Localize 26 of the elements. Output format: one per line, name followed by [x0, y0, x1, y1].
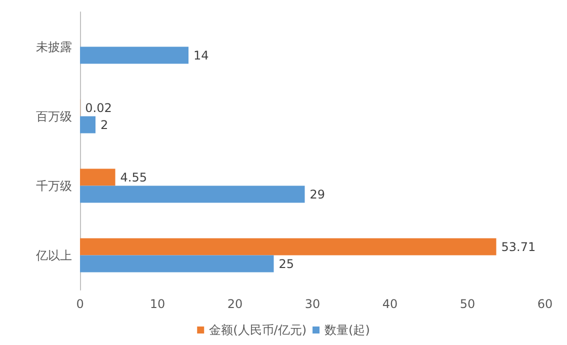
y-tick-label: 百万级: [36, 109, 72, 124]
data-label: 14: [194, 48, 209, 62]
bar: [80, 116, 96, 134]
legend-label: 数量(起): [324, 323, 370, 337]
bar: [80, 168, 116, 186]
x-tick-label: 50: [460, 297, 476, 311]
x-tick-label: 40: [382, 297, 398, 311]
bar: [80, 186, 305, 203]
x-tick-label: 20: [227, 297, 243, 311]
y-tick-label: 未披露: [36, 40, 72, 54]
data-label: 2: [100, 118, 108, 132]
legend-label: 金额(人民币/亿元): [209, 323, 307, 337]
data-label: 29: [310, 187, 326, 202]
data-label: 0.02: [85, 100, 112, 115]
bar: [80, 255, 274, 272]
y-tick-label: 千万级: [36, 178, 72, 193]
y-tick-label: 亿以上: [35, 248, 72, 262]
x-tick-label: 60: [537, 297, 553, 311]
data-label: 25: [278, 256, 294, 271]
x-tick-label: 30: [304, 297, 320, 311]
bar: [80, 238, 496, 256]
bar: [80, 46, 188, 64]
x-tick-label: 0: [76, 297, 84, 311]
data-label: 53.71: [501, 240, 536, 254]
x-tick-label: 10: [150, 297, 166, 311]
data-label: 4.55: [120, 170, 147, 184]
